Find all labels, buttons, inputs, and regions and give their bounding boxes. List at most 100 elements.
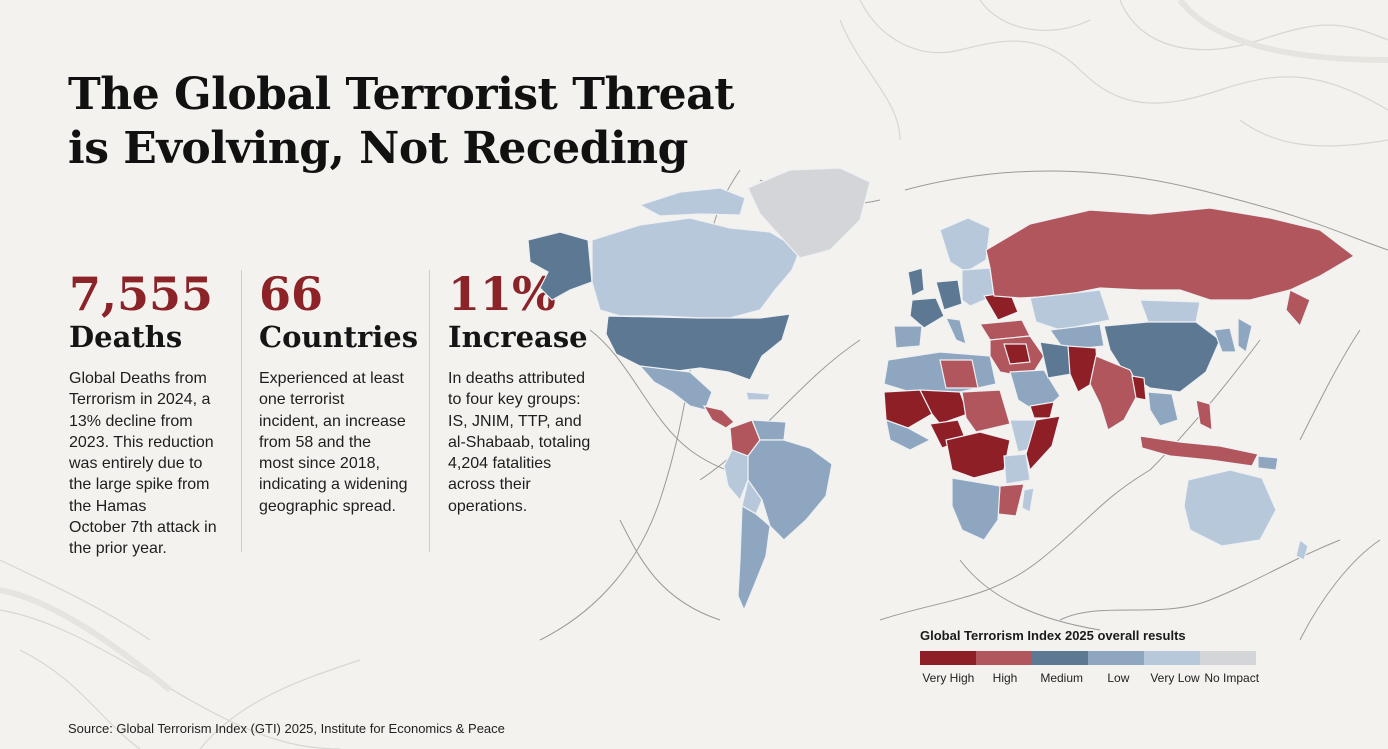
country-italy[interactable] bbox=[945, 317, 967, 345]
country-uk[interactable] bbox=[907, 267, 925, 297]
country-alaska[interactable] bbox=[527, 231, 593, 301]
legend-swatch bbox=[976, 651, 1032, 665]
country-canada[interactable] bbox=[591, 217, 801, 319]
country-philippines[interactable] bbox=[1195, 399, 1213, 432]
country-mexico[interactable] bbox=[638, 365, 713, 411]
desc-line: Global Deaths from bbox=[69, 370, 207, 387]
legend-label: No Impact bbox=[1204, 671, 1260, 685]
desc-line: geographic spread. bbox=[259, 497, 396, 515]
country-canada-islands[interactable] bbox=[638, 187, 746, 217]
desc-line: most since 2018, bbox=[259, 455, 380, 473]
country-peru[interactable] bbox=[723, 449, 749, 502]
country-india[interactable] bbox=[1089, 355, 1141, 431]
country-sahel-west[interactable] bbox=[883, 389, 933, 429]
desc-line: was entirely due to bbox=[69, 455, 203, 473]
legend-labels: Very High High Medium Low Very Low No Impact bbox=[920, 671, 1260, 685]
desc-line: Experienced at least bbox=[259, 370, 404, 387]
region-north-america bbox=[527, 167, 871, 429]
legend-label: Very Low bbox=[1150, 671, 1200, 685]
stat-value: 66 bbox=[259, 267, 324, 321]
country-mali-niger[interactable] bbox=[919, 389, 969, 425]
country-chad-sudan[interactable] bbox=[961, 389, 1011, 433]
country-southern-africa[interactable] bbox=[951, 477, 1001, 541]
desc-line: Terrorism in 2024, a bbox=[69, 391, 211, 409]
country-west-africa[interactable] bbox=[885, 419, 932, 451]
stat-value: 7,555 bbox=[69, 267, 214, 321]
stat-increase: 11% Increase In deaths attributed to fou… bbox=[448, 268, 618, 517]
desc-line: from 58 and the bbox=[259, 433, 372, 451]
country-iraq-syria[interactable] bbox=[1003, 343, 1031, 365]
desc-line: the large spike from bbox=[69, 476, 210, 494]
country-central-asia[interactable] bbox=[1048, 323, 1105, 351]
country-east-africa[interactable] bbox=[1003, 453, 1031, 485]
country-korea-japan[interactable] bbox=[1213, 316, 1253, 354]
stat-label: Countries bbox=[259, 320, 419, 354]
stat-value: 11% bbox=[448, 267, 556, 321]
country-north-africa[interactable] bbox=[883, 351, 997, 393]
stat-divider bbox=[429, 270, 430, 552]
country-indonesia[interactable] bbox=[1139, 435, 1259, 467]
stat-description: Global Deaths from Terrorism in 2024, a … bbox=[69, 368, 239, 560]
stat-divider bbox=[241, 270, 242, 552]
desc-line: 2023. This reduction bbox=[69, 433, 214, 451]
desc-line: to four key groups: bbox=[448, 391, 581, 409]
country-kazakhstan[interactable] bbox=[1029, 289, 1111, 331]
country-germany[interactable] bbox=[935, 279, 963, 311]
country-greenland[interactable] bbox=[747, 167, 871, 259]
title-line-2: is Evolving, Not Receding bbox=[68, 123, 688, 174]
stat-countries: 66 Countries Experienced at least one te… bbox=[259, 268, 429, 517]
country-china[interactable] bbox=[1103, 321, 1221, 393]
world-map bbox=[527, 167, 1388, 641]
legend-label: Low bbox=[1107, 671, 1130, 685]
desc-line: October 7th attack in bbox=[69, 519, 217, 537]
desc-line: In deaths attributed bbox=[448, 370, 585, 387]
desc-line: al-Shabaab, totaling bbox=[448, 433, 591, 451]
legend-title: Global Terrorism Index 2025 overall resu… bbox=[920, 628, 1186, 643]
desc-line: operations. bbox=[448, 497, 528, 515]
legend-swatch bbox=[920, 651, 976, 665]
stat-description: In deaths attributed to four key groups:… bbox=[448, 368, 618, 517]
stat-label: Deaths bbox=[69, 320, 183, 354]
country-papua[interactable] bbox=[1257, 455, 1279, 471]
desc-line: 13% decline from bbox=[69, 412, 193, 430]
region-oceania bbox=[1183, 455, 1309, 561]
country-kamchatka[interactable] bbox=[1285, 289, 1311, 328]
stat-label: Increase bbox=[448, 320, 588, 354]
source-note: Source: Global Terrorism Index (GTI) 202… bbox=[68, 721, 505, 736]
country-myanmar[interactable] bbox=[1131, 375, 1147, 401]
region-asia bbox=[985, 207, 1356, 467]
page-title: The Global Terrorist Threat is Evolving,… bbox=[68, 68, 734, 176]
legend-swatch bbox=[1088, 651, 1144, 665]
country-mozambique[interactable] bbox=[997, 483, 1025, 517]
desc-line: the prior year. bbox=[69, 540, 167, 558]
desc-line: the Hamas bbox=[69, 497, 147, 515]
desc-line: IS, JNIM, TTP, and bbox=[448, 412, 582, 430]
country-australia[interactable] bbox=[1183, 469, 1277, 547]
country-southeast-asia[interactable] bbox=[1147, 391, 1179, 427]
country-usa[interactable] bbox=[605, 313, 791, 381]
title-line-1: The Global Terrorist Threat bbox=[68, 69, 734, 120]
legend-color-bar bbox=[920, 651, 1256, 665]
stat-deaths: 7,555 Deaths Global Deaths from Terroris… bbox=[69, 268, 239, 560]
country-russia[interactable] bbox=[985, 207, 1356, 301]
country-madagascar[interactable] bbox=[1021, 487, 1035, 513]
stat-description: Experienced at least one terrorist incid… bbox=[259, 368, 429, 517]
country-chile-argentina[interactable] bbox=[737, 504, 771, 612]
country-somalia[interactable] bbox=[1025, 415, 1061, 472]
country-central-africa[interactable] bbox=[945, 431, 1011, 479]
desc-line: incident, an increase bbox=[259, 412, 406, 430]
country-mongolia[interactable] bbox=[1139, 299, 1201, 323]
country-libya[interactable] bbox=[939, 359, 979, 389]
country-france[interactable] bbox=[909, 297, 945, 329]
legend-swatch bbox=[1032, 651, 1088, 665]
legend-label: High bbox=[992, 671, 1018, 685]
country-new-zealand[interactable] bbox=[1295, 538, 1309, 561]
country-scandinavia[interactable] bbox=[939, 217, 991, 273]
region-africa bbox=[883, 351, 1061, 541]
country-iberia[interactable] bbox=[893, 325, 923, 349]
country-caribbean[interactable] bbox=[745, 391, 771, 401]
region-europe bbox=[893, 217, 1031, 349]
desc-line: across their bbox=[448, 476, 531, 494]
country-central-america[interactable] bbox=[702, 405, 735, 429]
